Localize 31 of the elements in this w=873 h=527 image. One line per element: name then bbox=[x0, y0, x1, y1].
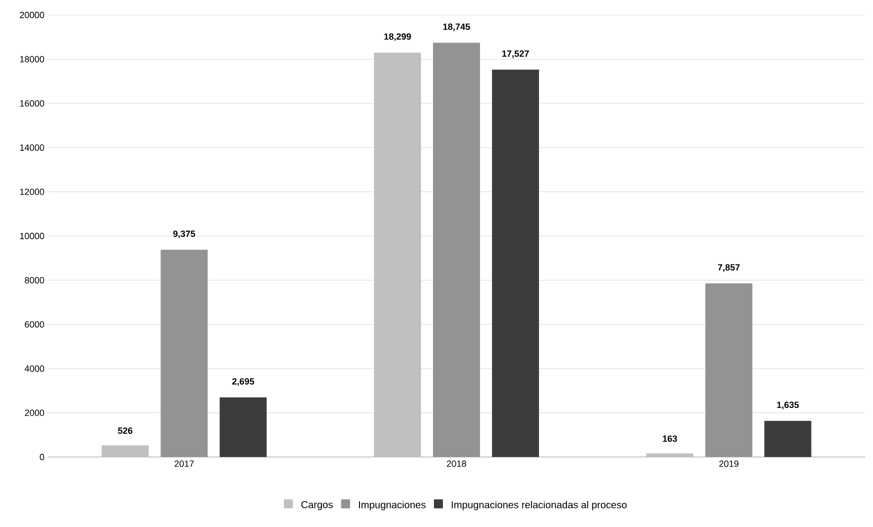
y-tick-label: 8000 bbox=[24, 277, 44, 284]
x-tick-label: 2017 bbox=[174, 460, 194, 467]
legend-label: Cargos bbox=[301, 501, 333, 510]
bar bbox=[764, 420, 812, 457]
legend-label: Impugnaciones relacionadas al proceso bbox=[452, 500, 627, 510]
y-tick-label: 2000 bbox=[24, 410, 44, 416]
x-tick-label: 2018 bbox=[446, 460, 466, 467]
data-label: 163 bbox=[662, 435, 678, 442]
x-tick-label: 2019 bbox=[719, 460, 738, 467]
y-tick-label: 0 bbox=[40, 454, 44, 460]
legend-label: Impugnaciones bbox=[359, 500, 426, 510]
bar bbox=[102, 445, 149, 457]
y-tick-label: 6000 bbox=[24, 321, 44, 328]
data-label: 9,375 bbox=[173, 230, 196, 238]
y-tick-label: 20000 bbox=[20, 12, 44, 18]
bar bbox=[646, 453, 694, 457]
data-label: 2,695 bbox=[232, 378, 254, 386]
y-tick-label: 14000 bbox=[20, 144, 44, 151]
data-label: 526 bbox=[118, 427, 132, 434]
bar bbox=[492, 70, 539, 457]
data-label: 17,527 bbox=[502, 50, 529, 58]
y-tick-label: 12000 bbox=[20, 188, 44, 195]
data-label: 18,299 bbox=[384, 33, 411, 42]
data-label: 18,745 bbox=[443, 24, 470, 32]
bar bbox=[220, 397, 267, 457]
y-tick-label: 10000 bbox=[20, 232, 44, 240]
data-label: 7,857 bbox=[718, 264, 740, 272]
y-tick-label: 18000 bbox=[20, 56, 44, 62]
y-tick-label: 16000 bbox=[20, 100, 44, 107]
data-label: 1,635 bbox=[777, 402, 799, 410]
y-tick-label: 4000 bbox=[24, 365, 44, 372]
